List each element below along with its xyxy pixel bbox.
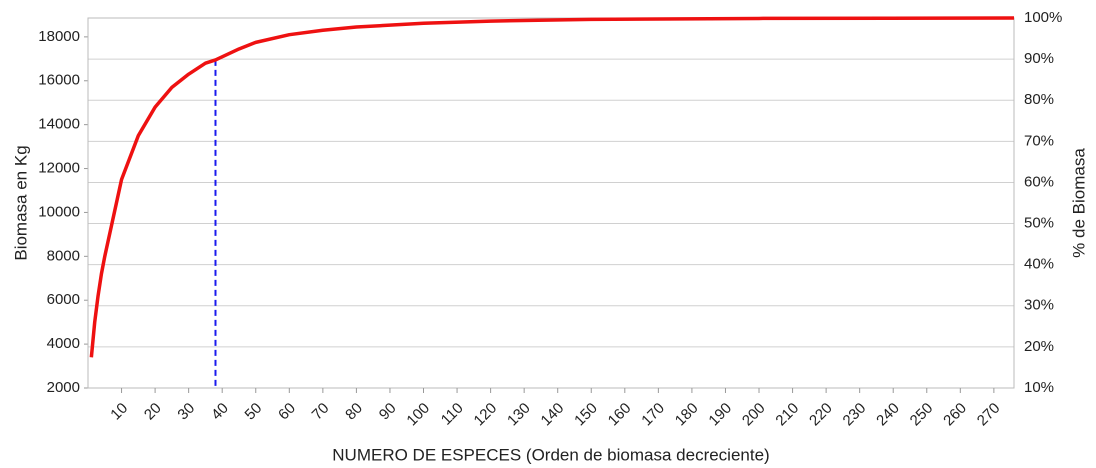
y-tick-label: 8000 <box>47 247 80 264</box>
x-tick-label: 190 <box>705 400 735 430</box>
y2-tick-label: 90% <box>1024 50 1054 67</box>
y-tick-label: 18000 <box>38 28 80 45</box>
x-tick-label: 210 <box>772 400 802 430</box>
x-tick-label: 250 <box>907 400 937 430</box>
y2-tick-label: 100% <box>1024 9 1062 26</box>
x-tick-label: 200 <box>739 400 769 430</box>
x-tick-label: 50 <box>242 400 266 424</box>
x-tick-label: 80 <box>342 400 366 424</box>
data-line <box>89 16 1015 358</box>
x-tick-label: 90 <box>376 400 400 424</box>
x-tick-label: 140 <box>538 400 568 430</box>
x-tick-label: 60 <box>275 400 299 424</box>
y2-tick-label: 30% <box>1024 297 1054 314</box>
x-tick-label: 20 <box>141 400 165 424</box>
x-tick-label: 180 <box>672 400 702 430</box>
x-tick-label: 110 <box>438 400 467 429</box>
y2-tick-label: 10% <box>1024 379 1054 396</box>
x-tick-label: 230 <box>840 400 870 430</box>
x-tick-label: 270 <box>974 400 1004 430</box>
y-tick-label: 14000 <box>38 116 80 133</box>
x-tick-label: 40 <box>208 400 232 424</box>
x-axis-label: NUMERO DE ESPECES (Orden de biomasa decr… <box>332 445 769 464</box>
y2-tick-label: 20% <box>1024 338 1054 355</box>
y2-tick-label: 60% <box>1024 173 1054 190</box>
y-axis-label: Biomasa en Kg <box>11 145 30 260</box>
y2-tick-label: 40% <box>1024 256 1054 273</box>
x-tick-label: 30 <box>174 400 198 424</box>
x-tick-label: 150 <box>571 400 601 430</box>
y-tick-label: 2000 <box>47 379 80 396</box>
y2-tick-label: 70% <box>1024 132 1054 149</box>
plot-frame <box>87 17 1015 389</box>
x-tick-label: 100 <box>403 400 433 430</box>
x-tick-label: 10 <box>107 400 131 424</box>
x-tick-label: 120 <box>471 400 501 430</box>
x-tick-label: 260 <box>940 400 970 430</box>
y2-tick-label: 50% <box>1024 215 1054 232</box>
y-tick-label: 4000 <box>47 335 80 352</box>
y-tick-label: 6000 <box>47 291 80 308</box>
y-tick-label: 16000 <box>38 72 80 89</box>
x-tick-label: 130 <box>504 400 534 430</box>
y2-tick-label: 80% <box>1024 91 1054 108</box>
y-tick-label: 10000 <box>38 203 80 220</box>
x-tick-label: 170 <box>638 400 668 430</box>
y-tick-label: 12000 <box>38 160 80 177</box>
x-tick-label: 160 <box>605 400 635 430</box>
x-tick-label: 70 <box>309 400 333 424</box>
x-tick-label: 220 <box>806 400 836 430</box>
x-tick-label: 240 <box>873 400 903 430</box>
y2-axis-label: % de Biomasa <box>1069 148 1088 258</box>
